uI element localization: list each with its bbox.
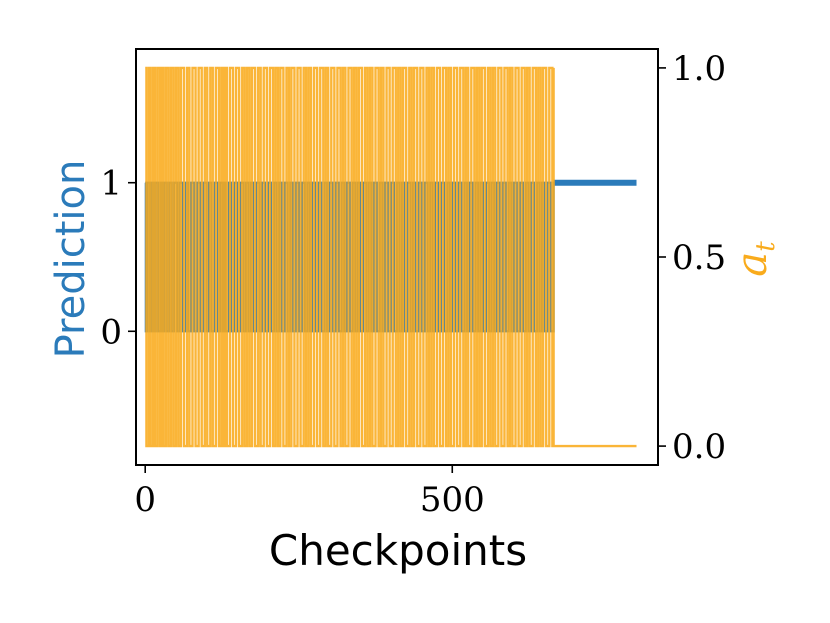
right-tick-label: 0.5 xyxy=(672,238,726,278)
left-axis-ticks: 01 xyxy=(100,164,136,352)
right-axis-title: at xyxy=(727,241,781,277)
plot-area xyxy=(144,66,637,448)
right-axis-ticks: 0.0 0.5 1.0 xyxy=(658,49,726,467)
series-a-t-line xyxy=(145,66,637,448)
right-axis-title-a: a xyxy=(727,252,776,277)
x-tick-label: 500 xyxy=(420,480,485,520)
x-tick-label: 0 xyxy=(134,480,156,520)
right-tick-label: 0.0 xyxy=(672,427,726,467)
a-t-line xyxy=(145,66,637,448)
x-axis-title: Checkpoints xyxy=(269,526,527,575)
left-tick-label: 1 xyxy=(100,164,122,204)
right-tick-label: 1.0 xyxy=(672,49,726,89)
x-axis-ticks: 0 500 xyxy=(134,465,485,520)
right-axis-title-subscript: t xyxy=(751,241,781,252)
left-tick-label: 0 xyxy=(100,312,122,352)
left-axis-title: Prediction xyxy=(48,160,94,359)
